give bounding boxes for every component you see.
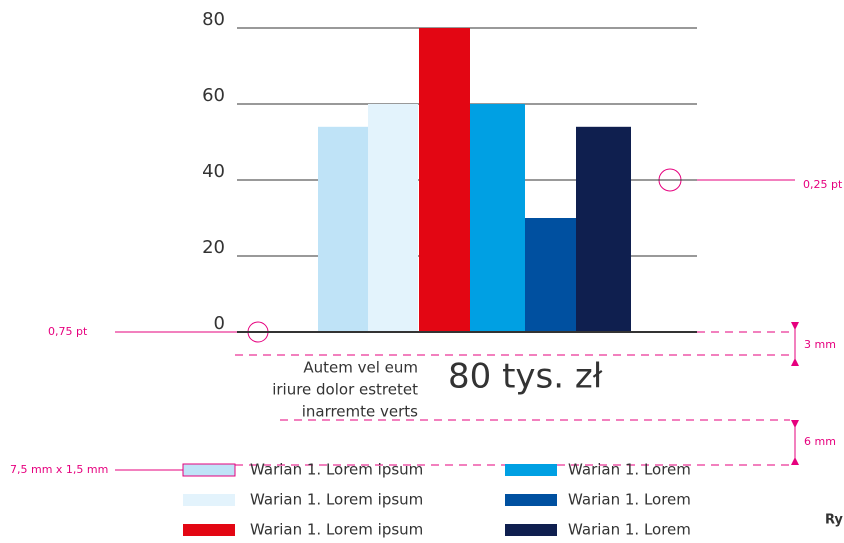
big-label: 80 tys. zł xyxy=(448,357,603,397)
y-tick-label: 60 xyxy=(202,85,225,106)
y-tick-label: 40 xyxy=(202,161,225,182)
legend-label: Warian 1. Lorem xyxy=(568,491,691,509)
y-tick-label: 0 xyxy=(214,313,225,334)
bar xyxy=(419,28,470,332)
bar xyxy=(318,126,368,332)
bar xyxy=(368,104,418,332)
bar xyxy=(525,218,576,332)
spec-label: 3 mm xyxy=(804,338,836,351)
axis-note: Autem vel eum xyxy=(303,359,418,377)
spec-label: 0,25 pt xyxy=(803,178,843,191)
legend-swatch xyxy=(505,494,557,506)
bar xyxy=(470,104,525,332)
legend-swatch xyxy=(183,524,235,536)
legend-swatch xyxy=(505,464,557,476)
legend-label: Warian 1. Lorem ipsum xyxy=(250,461,423,479)
spec-label: 6 mm xyxy=(804,435,836,448)
legend-swatch xyxy=(183,494,235,506)
legend-swatch xyxy=(182,463,236,477)
caption: Ry xyxy=(825,513,843,528)
legend-swatch xyxy=(505,524,557,536)
y-tick-label: 80 xyxy=(202,9,225,30)
legend-label: Warian 1. Lorem xyxy=(568,521,691,539)
legend-label: Warian 1. Lorem ipsum xyxy=(250,521,423,539)
spec-label: 7,5 mm x 1,5 mm xyxy=(10,463,108,476)
spec-label: 0,75 pt xyxy=(48,325,88,338)
axis-note: inarremte verts xyxy=(302,403,418,421)
spec-marks xyxy=(115,168,799,471)
axis-note: iriure dolor estretet xyxy=(272,381,418,399)
legend-label: Warian 1. Lorem ipsum xyxy=(250,491,423,509)
bar xyxy=(576,126,631,332)
y-tick-label: 20 xyxy=(202,237,225,258)
legend-label: Warian 1. Lorem xyxy=(568,461,691,479)
